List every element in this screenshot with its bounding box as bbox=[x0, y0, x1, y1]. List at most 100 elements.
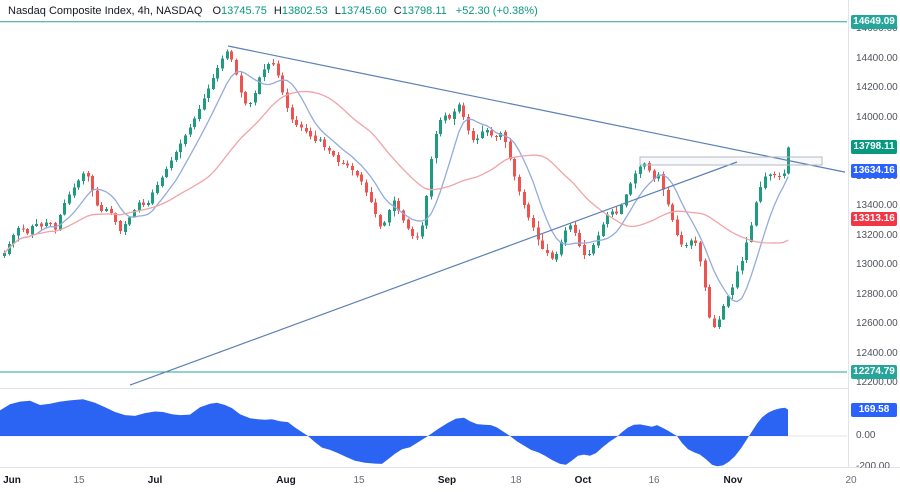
ohlc-item: C13798.11 bbox=[394, 5, 447, 17]
candle-body bbox=[370, 191, 373, 203]
price-tick: 13400.00 bbox=[856, 200, 898, 211]
descending-trendline[interactable] bbox=[227, 45, 846, 173]
candle-body bbox=[648, 162, 651, 171]
candle-body bbox=[156, 185, 159, 193]
candle-body bbox=[564, 230, 567, 243]
candle-body bbox=[569, 225, 572, 230]
price-tick: 14000.00 bbox=[856, 112, 898, 123]
price-tick: 13000.00 bbox=[856, 259, 898, 270]
fast-ma-line[interactable] bbox=[3, 70, 789, 303]
candle-body bbox=[755, 202, 758, 226]
candle-body bbox=[425, 195, 428, 226]
time-tick: Jul bbox=[147, 475, 163, 486]
time-tick: Aug bbox=[276, 475, 296, 486]
candle-body bbox=[45, 222, 48, 226]
candle-body bbox=[606, 214, 609, 224]
price-tick: 12400.00 bbox=[856, 348, 898, 359]
candle-body bbox=[629, 183, 632, 195]
candle-body bbox=[342, 162, 345, 164]
candle-body bbox=[77, 180, 80, 188]
ohlc-label: O bbox=[212, 5, 221, 17]
pane-separator[interactable] bbox=[0, 388, 900, 389]
candle-body bbox=[583, 245, 586, 255]
candle-body bbox=[731, 287, 734, 296]
candle-body bbox=[551, 252, 554, 259]
candle-body bbox=[537, 227, 540, 240]
candle-body bbox=[226, 51, 229, 59]
candle-body bbox=[96, 190, 99, 206]
candle-body bbox=[35, 223, 38, 227]
candle-body bbox=[462, 105, 465, 118]
ohlc-value: 13745.75 bbox=[221, 5, 267, 17]
slow-ma-line[interactable] bbox=[3, 90, 789, 254]
candle-body bbox=[662, 174, 665, 190]
candle-body bbox=[337, 154, 340, 162]
candle-body bbox=[63, 203, 66, 215]
candle-body bbox=[546, 249, 549, 254]
candle-body bbox=[314, 135, 317, 141]
candle-body bbox=[360, 174, 363, 182]
candle-body bbox=[216, 67, 219, 79]
indicator-area[interactable] bbox=[0, 399, 788, 467]
symbol-title[interactable]: Nasdaq Composite Index, 4h, NASDAQ bbox=[8, 5, 203, 17]
candle-body bbox=[486, 130, 489, 133]
candle-body bbox=[267, 63, 270, 70]
breakout-box[interactable] bbox=[639, 156, 823, 166]
candle-body bbox=[328, 147, 331, 151]
price-tick: 12200.00 bbox=[856, 377, 898, 388]
time-tick: Jun bbox=[3, 475, 21, 486]
candle-body bbox=[207, 88, 210, 99]
candle-body bbox=[73, 187, 76, 196]
candle-body bbox=[179, 143, 182, 153]
candle-body bbox=[221, 58, 224, 69]
chart-canvas[interactable] bbox=[0, 0, 848, 467]
candle-body bbox=[319, 139, 322, 141]
time-tick: Oct bbox=[574, 475, 592, 486]
candle-body bbox=[615, 211, 618, 214]
candle-body bbox=[87, 172, 90, 177]
price-tick: 12600.00 bbox=[856, 318, 898, 329]
candle-body bbox=[305, 127, 308, 132]
candle-body bbox=[133, 210, 136, 217]
ascending-trendline[interactable] bbox=[129, 161, 738, 386]
candle-body bbox=[676, 219, 679, 235]
candle-body bbox=[142, 202, 145, 206]
candle-body bbox=[639, 166, 642, 175]
candle-body bbox=[124, 224, 127, 232]
candle-body bbox=[100, 205, 103, 212]
candle-body bbox=[472, 130, 475, 141]
candle-body bbox=[138, 202, 141, 211]
time-axis[interactable]: Jun 15 Jul Aug 15 Sep 18 Oct 16 Nov 20 bbox=[0, 468, 900, 492]
time-tick: 16 bbox=[648, 475, 660, 486]
candle-body bbox=[323, 139, 326, 147]
candle-body bbox=[722, 306, 725, 320]
price-axis[interactable]: 14600.0014400.0014200.0014000.0013600.00… bbox=[848, 0, 900, 472]
candles-group[interactable] bbox=[3, 49, 790, 329]
candle-body bbox=[680, 234, 683, 245]
price-tick: 14400.00 bbox=[856, 53, 898, 64]
ohlc-value: 13802.53 bbox=[281, 5, 328, 17]
candle-body bbox=[281, 75, 284, 93]
candle-body bbox=[82, 173, 85, 181]
indicator-badge: 169.58 bbox=[851, 403, 897, 417]
price-badge: 13634.16 bbox=[851, 164, 897, 178]
ohlc-label: L bbox=[334, 5, 341, 17]
candle-body bbox=[690, 240, 693, 246]
time-tick: 15 bbox=[73, 475, 85, 486]
candle-body bbox=[397, 201, 400, 211]
candle-body bbox=[620, 205, 623, 214]
candle-body bbox=[291, 107, 294, 120]
candle-body bbox=[128, 217, 131, 225]
time-axis-separator bbox=[0, 467, 900, 468]
time-tick: 20 bbox=[845, 475, 857, 486]
candle-body bbox=[504, 132, 507, 143]
candle-body bbox=[736, 271, 739, 288]
candle-body bbox=[439, 120, 442, 135]
candle-body bbox=[481, 131, 484, 138]
candle-body bbox=[555, 254, 558, 260]
candle-body bbox=[3, 253, 6, 256]
candle-body bbox=[611, 211, 614, 215]
candle-body bbox=[657, 174, 660, 179]
candle-body bbox=[272, 63, 275, 65]
candle-body bbox=[653, 170, 656, 179]
